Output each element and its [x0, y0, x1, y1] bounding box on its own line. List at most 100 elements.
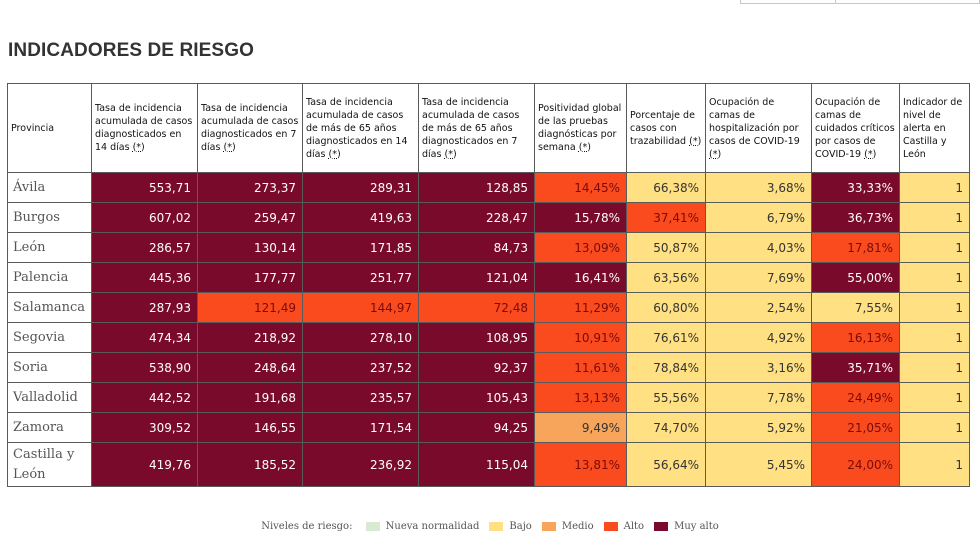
indicator-cell: 445,36 — [91, 262, 198, 293]
table-row: Burgos 607,02 259,47 419,63 228,47 15,78% 37,4… — [7, 202, 970, 233]
header-trazabilidad: Porcentaje de casos con trazabilidad (*) — [626, 83, 706, 173]
legend-swatch — [365, 522, 380, 531]
indicator-cell: 419,63 — [302, 202, 419, 233]
indicator-cell: 1 — [899, 442, 970, 487]
asterisk-link[interactable]: (*) — [578, 142, 591, 153]
header-tasa-7-dias: Tasa de incidencia acumulada de casos di… — [197, 83, 303, 173]
indicator-cell: 7,78% — [705, 382, 812, 413]
asterisk-link[interactable]: (*) — [709, 148, 722, 160]
indicator-cell: 13,09% — [534, 232, 627, 263]
asterisk-link[interactable]: (*) — [444, 148, 457, 160]
indicator-cell: 11,61% — [534, 352, 627, 383]
indicator-cell: 66,38% — [626, 172, 706, 203]
indicator-cell: 191,68 — [197, 382, 303, 413]
legend-label: Nueva normalidad — [385, 521, 480, 532]
header-ocupacion-hospitalizacion: Ocupación de camas de hospitalización po… — [705, 83, 812, 173]
indicator-cell: 236,92 — [302, 442, 419, 487]
indicator-cell: 259,47 — [197, 202, 303, 233]
indicator-cell: 273,37 — [197, 172, 303, 203]
indicator-cell: 442,52 — [91, 382, 198, 413]
table-header-row: Provincia Tasa de incidencia acumulada d… — [7, 83, 970, 173]
indicator-cell: 94,25 — [418, 412, 535, 443]
indicator-cell: 78,84% — [626, 352, 706, 383]
legend-swatch — [541, 522, 556, 531]
indicator-cell: 10,91% — [534, 322, 627, 353]
indicator-cell: 105,43 — [418, 382, 535, 413]
top-input-divider — [835, 0, 836, 3]
indicator-cell: 17,81% — [811, 232, 900, 263]
table-row: Segovia 474,34 218,92 278,10 108,95 10,91% 76,… — [7, 322, 970, 353]
table-row: Salamanca 287,93 121,49 144,97 72,48 11,29% 60… — [7, 292, 970, 323]
indicator-cell: 35,71% — [811, 352, 900, 383]
province-name-cell: Valladolid — [7, 382, 92, 413]
asterisk-link[interactable]: (*) — [689, 135, 702, 147]
indicator-cell: 15,78% — [534, 202, 627, 233]
indicator-cell: 33,33% — [811, 172, 900, 203]
indicator-cell: 251,77 — [302, 262, 419, 293]
indicator-cell: 50,87% — [626, 232, 706, 263]
indicator-cell: 14,45% — [534, 172, 627, 203]
indicator-cell: 289,31 — [302, 172, 419, 203]
province-name-cell: Burgos — [7, 202, 92, 233]
indicator-cell: 74,70% — [626, 412, 706, 443]
indicator-cell: 228,47 — [418, 202, 535, 233]
indicator-cell: 419,76 — [91, 442, 198, 487]
indicator-cell: 146,55 — [197, 412, 303, 443]
legend-item-muyalto: Muy alto — [654, 521, 719, 532]
asterisk-link[interactable]: (*) — [328, 148, 341, 160]
indicator-cell: 21,05% — [811, 412, 900, 443]
province-name-cell: Castilla y León — [7, 442, 92, 487]
indicator-cell: 2,54% — [705, 292, 812, 323]
indicator-cell: 1 — [899, 412, 970, 443]
indicator-cell: 248,64 — [197, 352, 303, 383]
indicator-cell: 3,68% — [705, 172, 812, 203]
table-row: Soria 538,90 248,64 237,52 92,37 11,61% 78,84%… — [7, 352, 970, 383]
province-name-cell: Palencia — [7, 262, 92, 293]
asterisk-link[interactable]: (*) — [864, 148, 877, 160]
indicator-cell: 538,90 — [91, 352, 198, 383]
indicator-cell: 7,69% — [705, 262, 812, 293]
indicator-cell: 144,97 — [302, 292, 419, 323]
indicator-cell: 1 — [899, 352, 970, 383]
indicator-cell: 177,77 — [197, 262, 303, 293]
indicator-cell: 9,49% — [534, 412, 627, 443]
indicator-cell: 309,52 — [91, 412, 198, 443]
indicator-cell: 235,57 — [302, 382, 419, 413]
province-name-cell: Segovia — [7, 322, 92, 353]
table-row: Palencia 445,36 177,77 251,77 121,04 16,41% 63… — [7, 262, 970, 293]
table-body: Ávila 553,71 273,37 289,31 128,85 14,45% 66,38… — [7, 172, 970, 487]
header-tasa-14-dias: Tasa de incidencia acumulada de casos di… — [91, 83, 198, 173]
indicator-cell: 72,48 — [418, 292, 535, 323]
asterisk-link[interactable]: (*) — [223, 142, 236, 153]
legend-item-medio: Medio — [541, 521, 594, 532]
asterisk-link[interactable]: (*) — [132, 142, 145, 153]
header-nivel-alerta: Indicador de nivel de alerta en Castilla… — [899, 83, 970, 173]
indicator-cell: 13,81% — [534, 442, 627, 487]
indicator-cell: 1 — [899, 202, 970, 233]
top-input-box[interactable] — [740, 0, 980, 4]
indicator-cell: 286,57 — [91, 232, 198, 263]
indicator-cell: 4,03% — [705, 232, 812, 263]
legend-label: Alto — [623, 521, 645, 532]
indicator-cell: 84,73 — [418, 232, 535, 263]
header-positividad: Positividad global de las pruebas diagnó… — [534, 83, 627, 173]
indicator-cell: 92,37 — [418, 352, 535, 383]
table-row: Castilla y León 419,76 185,52 236,92 115,04 1… — [7, 442, 970, 487]
indicator-cell: 607,02 — [91, 202, 198, 233]
indicator-cell: 63,56% — [626, 262, 706, 293]
legend-swatch — [489, 522, 504, 531]
risk-legend: Niveles de riesgo: Nueva normalidad Bajo M… — [0, 521, 980, 532]
indicator-cell: 4,92% — [705, 322, 812, 353]
province-name-cell: Salamanca — [7, 292, 92, 323]
indicator-cell: 5,45% — [705, 442, 812, 487]
table-row: León 286,57 130,14 171,85 84,73 13,09% 50,87% 4… — [7, 232, 970, 263]
legend-label: Bajo — [509, 521, 532, 532]
page-title: INDICADORES DE RIESGO — [8, 40, 254, 61]
indicator-cell: 1 — [899, 382, 970, 413]
indicator-cell: 16,41% — [534, 262, 627, 293]
header-tasa-65-14-dias: Tasa de incidencia acumulada de casos de… — [302, 83, 419, 173]
indicator-cell: 278,10 — [302, 322, 419, 353]
table-row: Ávila 553,71 273,37 289,31 128,85 14,45% 66,38… — [7, 172, 970, 203]
indicator-cell: 5,92% — [705, 412, 812, 443]
legend-item-alto: Alto — [603, 521, 645, 532]
